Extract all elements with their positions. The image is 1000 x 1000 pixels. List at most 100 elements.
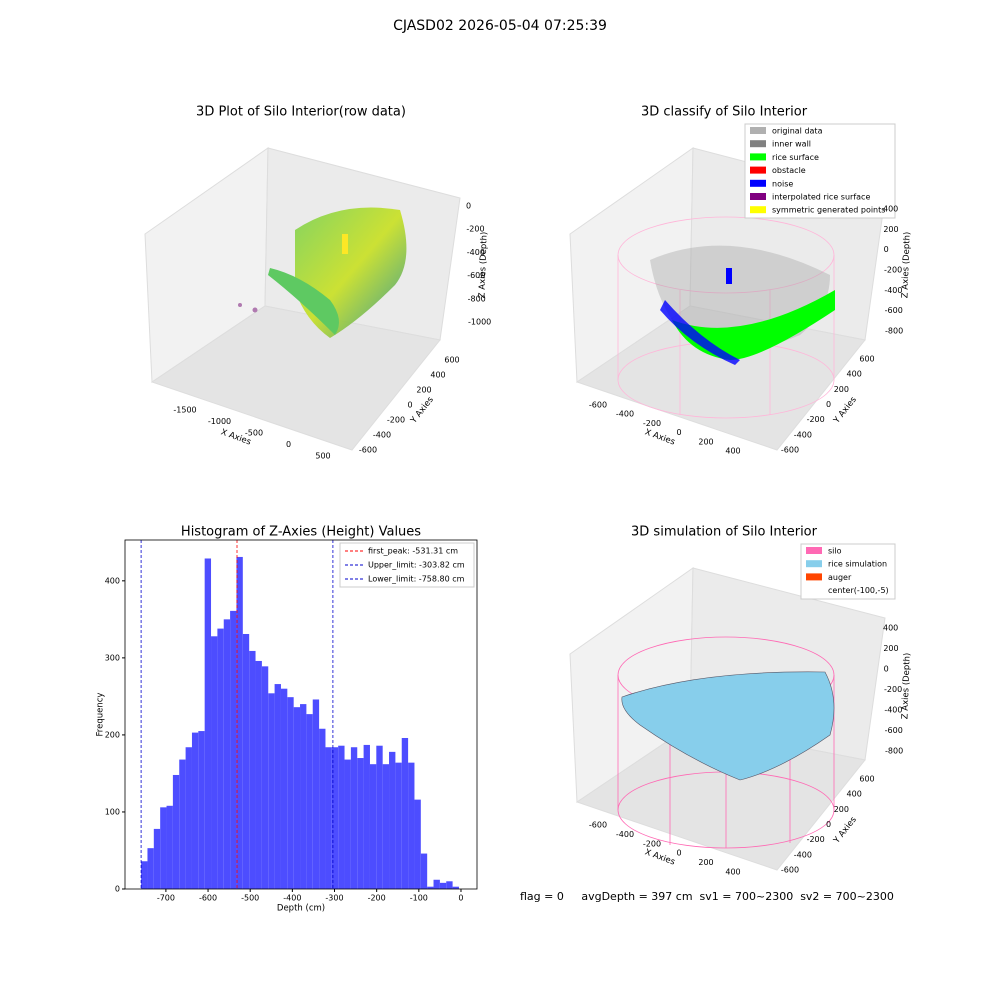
bar [312, 699, 320, 889]
z-tick-label: -800 [885, 327, 903, 336]
y-tick-label: -200 [807, 415, 825, 424]
legend-label: symmetric generated points [772, 206, 885, 215]
y-tick-label: 0 [407, 401, 412, 410]
bar [230, 610, 237, 889]
bar [185, 747, 192, 889]
z-tick-label: -600 [885, 306, 903, 315]
bar [217, 628, 224, 889]
y-tick-label: 200 [834, 805, 849, 814]
bar [293, 707, 301, 889]
bar [280, 688, 288, 889]
z-tick-label: 0 [884, 665, 889, 674]
x-tick-label: -100 [410, 894, 428, 903]
bar [363, 744, 370, 889]
panel1-decor [144, 147, 461, 451]
y-tick-label: -600 [781, 866, 799, 875]
bar [427, 886, 434, 889]
y-axis-label: Frequency [96, 693, 106, 737]
y-tick-label: -600 [781, 446, 799, 455]
x-tick-label: -200 [368, 894, 386, 903]
y-tick-label: 600 [444, 356, 459, 365]
y-tick-label: 200 [105, 730, 120, 739]
x-tick-label: -700 [157, 894, 175, 903]
x-tick-label: -400 [616, 410, 634, 419]
bar [268, 693, 275, 889]
legend-swatch [750, 127, 766, 134]
bar [172, 774, 180, 889]
bar [287, 697, 294, 889]
bar [376, 745, 383, 889]
bar [147, 848, 154, 889]
status-line: flag = 0 avgDepth = 397 cm sv1 = 700~230… [520, 890, 894, 903]
x-tick-label: 200 [698, 437, 713, 446]
x-tick-label: -300 [325, 894, 343, 903]
y-tick-label: 200 [834, 385, 849, 394]
y-tick-label: 400 [430, 371, 445, 380]
y-tick-label: -600 [359, 446, 377, 455]
y-tick-label: -200 [387, 416, 405, 425]
x-tick-label: -1500 [173, 406, 196, 415]
legend-label: rice simulation [828, 560, 887, 569]
x-tick-label: 400 [725, 447, 740, 456]
bar [211, 636, 218, 889]
bar [166, 805, 173, 889]
y-tick-label: 300 [105, 653, 120, 662]
legend-box [744, 123, 896, 219]
z-tick-label: -400 [884, 286, 902, 295]
bar [204, 558, 212, 889]
legend-label: original data [772, 127, 823, 136]
y-tick-label: 400 [847, 370, 862, 379]
bar [191, 732, 199, 889]
y-tick-label: 200 [416, 386, 431, 395]
bar [439, 882, 447, 889]
x-tick-label: -200 [643, 839, 661, 848]
z-tick-label: 0 [466, 202, 471, 211]
y-tick-label: 600 [859, 775, 874, 784]
bar [420, 853, 428, 889]
panel-title: 3D classify of Silo Interior [641, 105, 808, 120]
bar [160, 807, 167, 889]
z-tick-label: -200 [466, 225, 484, 234]
bar [357, 758, 364, 889]
y-tick-label: -400 [794, 430, 812, 439]
legend-label: auger [828, 573, 852, 582]
y-axis-label: Y Axies [408, 395, 436, 427]
bar [414, 799, 421, 889]
bar [408, 762, 415, 889]
x-axis-label: X Axies [643, 847, 676, 867]
y-axis-label: Y Axies [831, 815, 859, 847]
bar [433, 879, 440, 889]
z-tick-label: -200 [884, 266, 902, 275]
z-tick-label: -200 [884, 685, 902, 694]
legend-label: Upper_limit: -303.82 cm [368, 561, 465, 570]
y-axis-label: Y Axies [831, 395, 859, 427]
plot-frame [124, 539, 478, 890]
legend-swatch [750, 193, 766, 200]
bar [369, 764, 377, 889]
bar [350, 747, 358, 889]
z-axis-label: Z Axies (Depth) [477, 232, 489, 299]
z-tick-label: -800 [468, 294, 486, 303]
bar [141, 861, 148, 889]
bar [395, 762, 402, 889]
y-tick-label: 100 [105, 807, 120, 816]
bar [325, 747, 332, 889]
legend-label: interpolated rice surface [772, 193, 870, 202]
x-tick-label: -1000 [208, 417, 231, 426]
legend-swatch [750, 179, 766, 187]
legend-swatch [806, 586, 822, 594]
z-tick-label: 200 [883, 225, 898, 234]
z-tick-label: -400 [884, 706, 902, 715]
legend-label: rice surface [772, 153, 819, 162]
x-tick-label: 0 [458, 894, 463, 903]
bar [179, 759, 186, 889]
bar [255, 660, 262, 889]
x-axis-label: X Axies [643, 427, 676, 447]
x-tick-label: 200 [698, 858, 713, 867]
z-tick-label: -600 [467, 271, 485, 280]
x-tick-label: -600 [589, 401, 607, 410]
legend-label: noise [772, 179, 793, 188]
bar [261, 666, 269, 889]
legend-swatch [806, 560, 822, 568]
